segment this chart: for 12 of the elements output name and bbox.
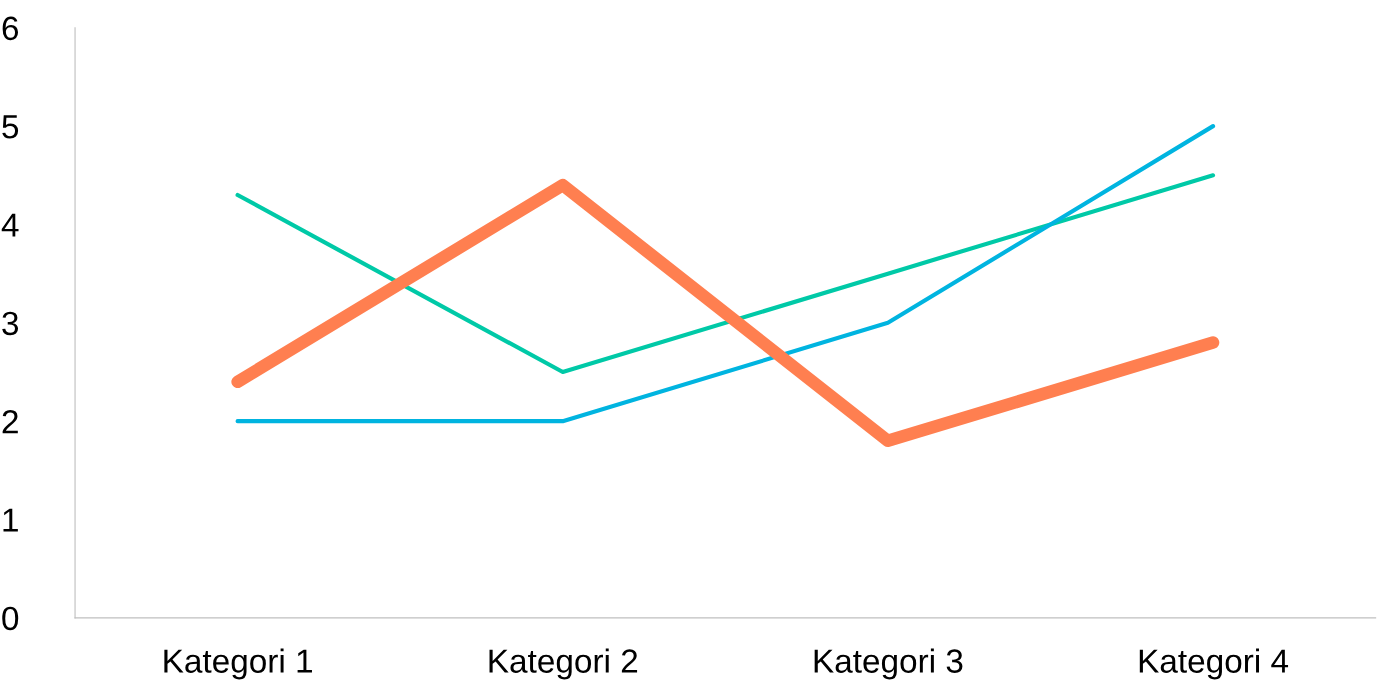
- y-tick-label: 3: [2, 311, 19, 336]
- x-tick-label: Kategori 4: [1139, 648, 1289, 680]
- y-tick-label: 1: [3, 508, 18, 532]
- x-tick-label: Kategori 1: [164, 648, 312, 680]
- line-series: [235, 173, 1216, 375]
- x-tick-label: Kategori 3: [814, 648, 963, 680]
- x-tick-label: Kategori 2: [489, 648, 638, 680]
- y-tick-label: 2: [2, 409, 18, 434]
- y-tick-label: 4: [1, 213, 19, 237]
- y-tick-label: 6: [2, 16, 19, 41]
- y-tick-label: 5: [2, 115, 19, 139]
- y-tick-label: 0: [2, 606, 19, 631]
